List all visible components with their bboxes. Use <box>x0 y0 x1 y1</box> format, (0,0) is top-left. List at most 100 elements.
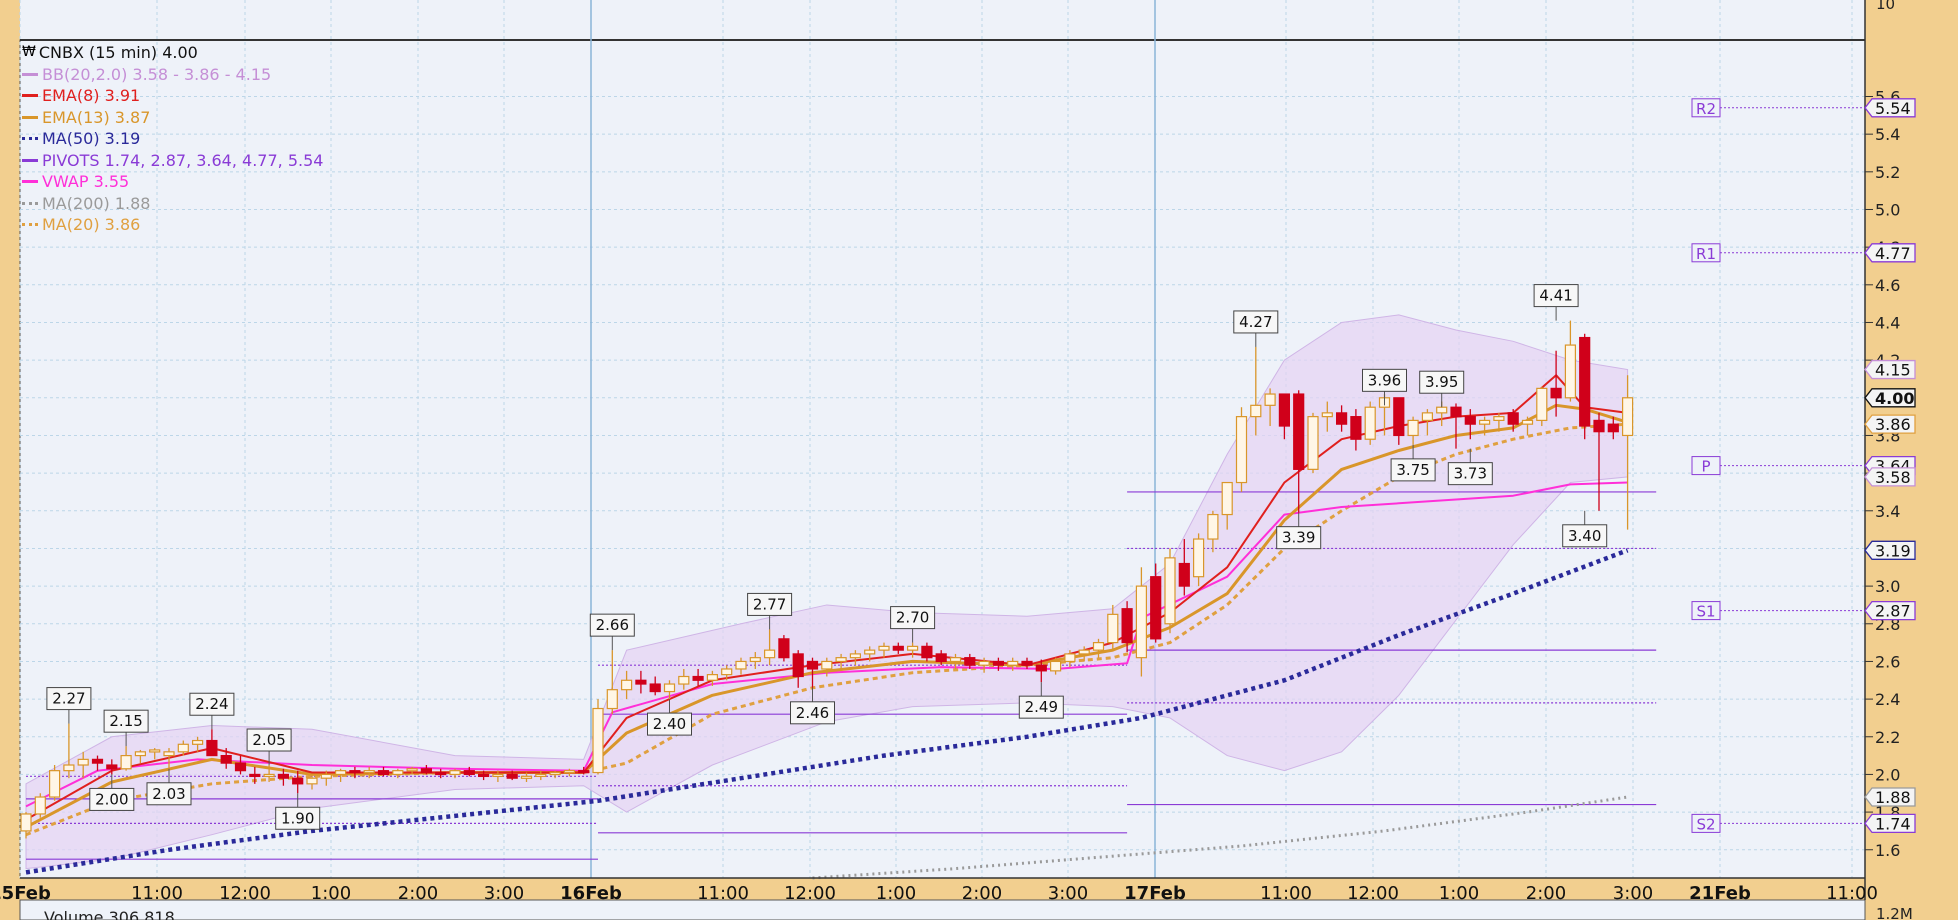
candle-body-103 <box>1493 416 1505 421</box>
chart-legend: ₩ CNBX (15 min) 4.00 BB(20,2.0) 3.58 - 3… <box>22 42 323 236</box>
axis-tag-box-9 <box>1864 787 1916 807</box>
callout-label-9: 2.77 <box>753 595 786 613</box>
x-tick-label-19: 11:00 <box>1826 883 1878 904</box>
candle-body-91 <box>1321 412 1333 418</box>
candle-body-29 <box>435 771 447 776</box>
legend-item-5: VWAP 3.55 <box>22 171 323 193</box>
legend-label-0: BB(20,2.0) 3.58 - 3.86 - 4.15 <box>42 64 272 84</box>
candle-body-12 <box>192 739 204 745</box>
candle-body-90 <box>1307 416 1319 470</box>
candle-body-111 <box>1607 423 1619 433</box>
candle-body-106 <box>1536 387 1548 421</box>
x-tick-label-4: 2:00 <box>398 883 438 904</box>
axis-tag-label-4: 3.86 <box>1875 415 1911 434</box>
y-tick-label-7: 3.0 <box>1875 577 1900 596</box>
candle-body-110 <box>1593 419 1605 433</box>
axis-tag-label-9: 1.88 <box>1875 788 1911 807</box>
candle-body-70 <box>1021 660 1033 666</box>
candle-body-11 <box>177 743 189 753</box>
callout-box-18 <box>1447 462 1493 486</box>
candle-body-19 <box>292 777 304 785</box>
candle-body-49 <box>721 668 733 676</box>
pivot-label-P: P <box>1701 458 1710 476</box>
legend-item-2: EMA(13) 3.87 <box>22 107 323 129</box>
pivot-box-R2 <box>1691 98 1721 118</box>
candle-body-7 <box>120 754 132 770</box>
candle-body-31 <box>463 770 475 776</box>
candle-body-66 <box>964 657 976 666</box>
callout-box-12 <box>1018 695 1064 719</box>
x-tick-label-11: 3:00 <box>1048 883 1088 904</box>
y-tick-label-0: 1.6 <box>1875 841 1900 860</box>
legend-label-7: MA(20) 3.86 <box>42 215 141 234</box>
legend-swatch-4 <box>22 158 38 162</box>
candle-body-1 <box>34 796 46 815</box>
callout-box-15 <box>1362 368 1407 392</box>
candle-body-16 <box>249 773 261 778</box>
candle-body-10 <box>163 751 175 757</box>
candle-body-74 <box>1078 649 1090 655</box>
candle-body-112 <box>1621 397 1634 437</box>
callout-label-1: 2.00 <box>95 790 128 808</box>
right-axis-tags: 5.544.774.154.003.863.643.583.192.871.88… <box>1864 98 1916 833</box>
y-tick-label-3: 2.2 <box>1875 728 1900 747</box>
axis-tag-box-3 <box>1864 388 1916 408</box>
legend-item-0: BB(20,2.0) 3.58 - 3.86 - 4.15 <box>22 64 323 86</box>
legend-label-1: EMA(8) 3.91 <box>42 86 141 105</box>
legend-item-7: MA(20) 3.86 <box>22 214 323 236</box>
volume-label: Volume 306,818 <box>44 908 175 920</box>
candle-body-93 <box>1350 416 1362 440</box>
x-tick-label-14: 12:00 <box>1347 883 1399 904</box>
axis-tag-box-8 <box>1864 600 1916 621</box>
callout-box-16 <box>1390 458 1436 482</box>
candle-body-68 <box>992 660 1005 666</box>
candle-body-73 <box>1064 653 1076 663</box>
pivot-box-R1 <box>1691 243 1721 263</box>
legend-swatch-7 <box>22 223 38 227</box>
callout-label-10: 2.46 <box>796 704 829 722</box>
axis-tag-box-6 <box>1864 467 1916 487</box>
candle-body-86 <box>1250 404 1262 418</box>
x-tick-label-2: 12:00 <box>219 883 271 904</box>
x-tick-label-10: 2:00 <box>962 883 1002 904</box>
candle-body-84 <box>1221 481 1233 516</box>
legend-swatch-5 <box>22 180 38 184</box>
callout-label-4: 2.24 <box>195 695 228 713</box>
candle-body-34 <box>506 773 518 779</box>
candle-body-46 <box>678 675 690 685</box>
candle-body-71 <box>1035 664 1047 672</box>
y-tick-top-partial: 10 <box>1876 0 1895 13</box>
candle-body-97 <box>1407 419 1419 437</box>
callout-box-14 <box>1276 526 1322 550</box>
callout-label-13: 4.27 <box>1239 313 1272 331</box>
legend-item-6: MA(200) 1.88 <box>22 193 323 215</box>
callout-box-1 <box>89 787 135 811</box>
candle-body-75 <box>1092 642 1105 651</box>
axis-tag-label-0: 5.54 <box>1875 99 1911 118</box>
legend-swatch-2 <box>22 115 38 119</box>
candle-body-26 <box>392 770 404 776</box>
candle-body-9 <box>149 749 161 753</box>
volume-pane <box>19 899 1866 920</box>
callout-label-19: 4.41 <box>1539 287 1572 305</box>
callout-label-6: 1.90 <box>281 809 314 827</box>
candle-body-79 <box>1150 576 1162 640</box>
callout-label-5: 2.05 <box>252 731 285 749</box>
legend-label-2: EMA(13) 3.87 <box>42 107 151 127</box>
candle-body-8 <box>134 751 146 757</box>
candle-body-96 <box>1393 397 1405 437</box>
callout-box-2 <box>103 709 149 733</box>
candle-body-38 <box>563 770 576 774</box>
candle-body-37 <box>549 771 561 776</box>
callout-box-4 <box>189 692 235 716</box>
candle-body-2 <box>48 770 61 798</box>
candlesticks <box>20 320 1634 839</box>
axis-tag-box-1 <box>1864 243 1916 263</box>
price-callouts: 2.27 2.00 2.15 2.03 2.24 2.05 1.90 2.66 2.40 2.77… <box>46 284 1608 830</box>
callout-box-13 <box>1233 310 1279 334</box>
callout-box-9 <box>747 592 793 616</box>
callout-label-20: 3.40 <box>1568 527 1601 545</box>
callout-label-11: 2.70 <box>896 609 929 627</box>
candle-body-36 <box>535 773 547 778</box>
legend-label-3: MA(50) 3.19 <box>42 129 141 148</box>
